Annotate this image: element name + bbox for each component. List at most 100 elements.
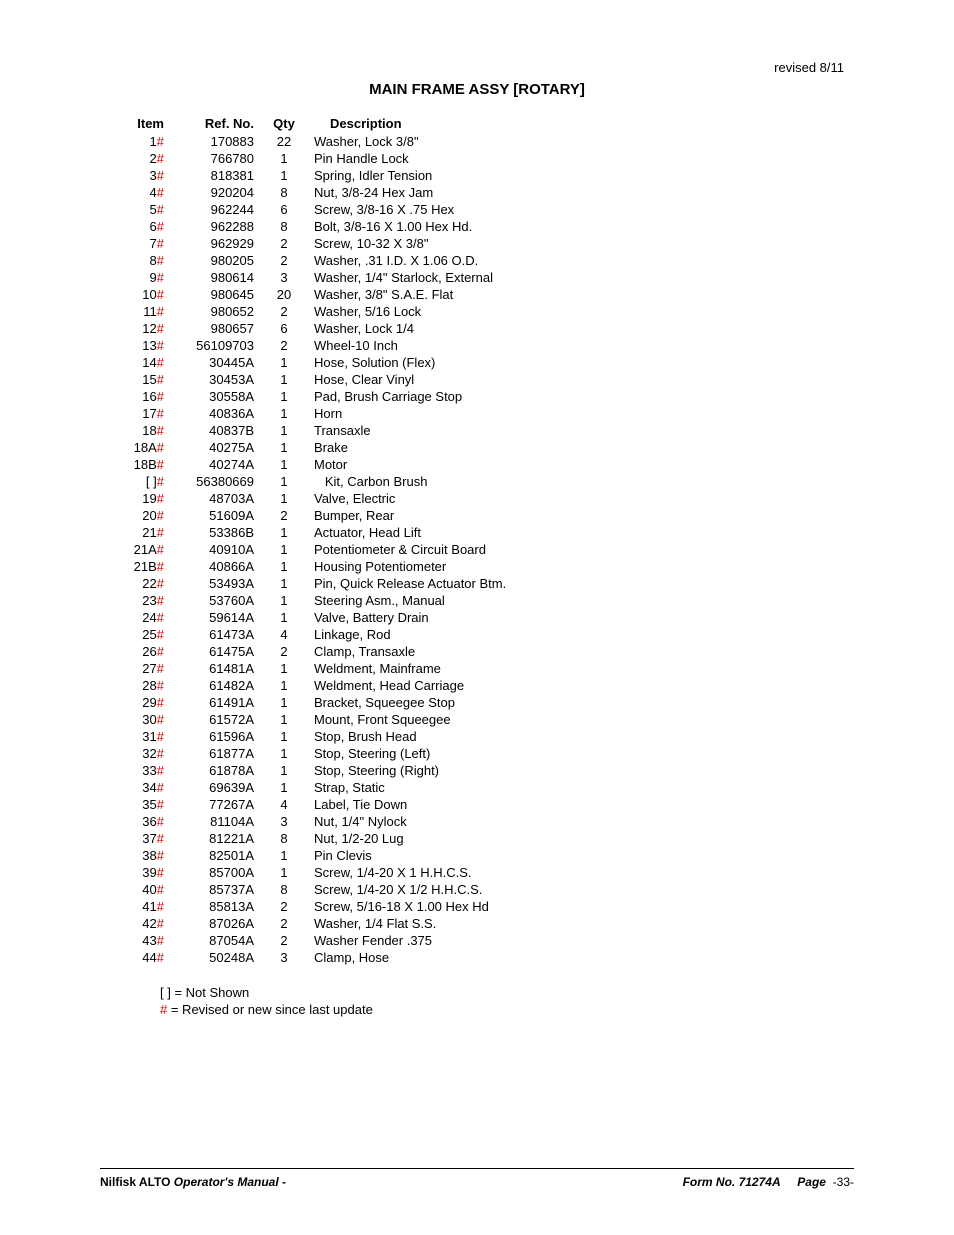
table-row: 21B#40866A1Housing Potentiometer [110,558,512,575]
cell-desc: Motor [308,456,512,473]
table-row: 13#561097032Wheel-10 Inch [110,337,512,354]
table-row: 34#69639A1Strap, Static [110,779,512,796]
table-row: 16#30558A1Pad, Brush Carriage Stop [110,388,512,405]
cell-ref: 766780 [170,150,260,167]
legend-hash: # = Revised or new since last update [160,1001,854,1018]
cell-qty: 1 [260,388,308,405]
cell-qty: 1 [260,473,308,490]
hash-icon: # [157,678,164,693]
cell-ref: 53493A [170,575,260,592]
cell-desc: Washer Fender .375 [308,932,512,949]
table-row: 21#53386B1Actuator, Head Lift [110,524,512,541]
cell-qty: 1 [260,592,308,609]
cell-desc: Nut, 3/8-24 Hex Jam [308,184,512,201]
cell-ref: 980614 [170,269,260,286]
hash-icon: # [157,219,164,234]
cell-qty: 6 [260,201,308,218]
cell-ref: 170883 [170,133,260,150]
footer-right: Form No. 71274A Page -33- [683,1175,854,1189]
cell-item: 19# [110,490,170,507]
cell-desc: Bolt, 3/8-16 X 1.00 Hex Hd. [308,218,512,235]
cell-ref: 82501A [170,847,260,864]
table-row: 9#9806143Washer, 1/4" Starlock, External [110,269,512,286]
cell-desc: Label, Tie Down [308,796,512,813]
table-row: 2#7667801Pin Handle Lock [110,150,512,167]
cell-ref: 980205 [170,252,260,269]
cell-qty: 8 [260,830,308,847]
cell-item: 39# [110,864,170,881]
hash-icon: # [157,831,164,846]
hash-icon: # [157,848,164,863]
cell-item: 2# [110,150,170,167]
cell-desc: Screw, 1/4-20 X 1 H.H.C.S. [308,864,512,881]
cell-ref: 980645 [170,286,260,303]
cell-qty: 1 [260,490,308,507]
footer-manual: Operator's Manual - [170,1175,286,1189]
cell-desc: Washer, 1/4" Starlock, External [308,269,512,286]
hash-icon: # [157,882,164,897]
table-row: 41#85813A2Screw, 5/16-18 X 1.00 Hex Hd [110,898,512,915]
cell-qty: 1 [260,711,308,728]
cell-ref: 40910A [170,541,260,558]
table-row: 10#98064520Washer, 3/8" S.A.E. Flat [110,286,512,303]
table-row: 24#59614A1Valve, Battery Drain [110,609,512,626]
footer-form: Form No. 71274A [683,1175,781,1189]
table-row: [ ]#563806691 Kit, Carbon Brush [110,473,512,490]
table-row: 33#61878A1Stop, Steering (Right) [110,762,512,779]
cell-ref: 30453A [170,371,260,388]
cell-ref: 77267A [170,796,260,813]
cell-item: 32# [110,745,170,762]
col-ref: Ref. No. [170,116,260,133]
cell-item: 28# [110,677,170,694]
cell-qty: 3 [260,269,308,286]
cell-ref: 40274A [170,456,260,473]
cell-item: 30# [110,711,170,728]
cell-item: [ ]# [110,473,170,490]
cell-item: 17# [110,405,170,422]
cell-item: 34# [110,779,170,796]
hash-icon: # [157,899,164,914]
cell-qty: 1 [260,864,308,881]
cell-desc: Screw, 3/8-16 X .75 Hex [308,201,512,218]
cell-qty: 1 [260,541,308,558]
cell-desc: Stop, Brush Head [308,728,512,745]
table-row: 42#87026A2Washer, 1/4 Flat S.S. [110,915,512,932]
cell-desc: Mount, Front Squeegee [308,711,512,728]
cell-desc: Steering Asm., Manual [308,592,512,609]
hash-icon: # [157,695,164,710]
cell-item: 16# [110,388,170,405]
cell-qty: 1 [260,847,308,864]
table-row: 29#61491A1Bracket, Squeegee Stop [110,694,512,711]
cell-desc: Kit, Carbon Brush [308,473,512,490]
cell-item: 1# [110,133,170,150]
hash-icon: # [157,253,164,268]
cell-qty: 2 [260,507,308,524]
cell-qty: 2 [260,235,308,252]
cell-item: 12# [110,320,170,337]
cell-qty: 2 [260,337,308,354]
cell-qty: 1 [260,762,308,779]
cell-desc: Washer, 1/4 Flat S.S. [308,915,512,932]
hash-icon: # [157,559,164,574]
footer-page-label: Page [797,1175,826,1189]
cell-item: 5# [110,201,170,218]
table-row: 18#40837B1Transaxle [110,422,512,439]
cell-ref: 85813A [170,898,260,915]
hash-icon: # [157,389,164,404]
cell-ref: 818381 [170,167,260,184]
cell-ref: 85700A [170,864,260,881]
hash-icon: # [157,457,164,472]
cell-qty: 1 [260,728,308,745]
cell-desc: Bumper, Rear [308,507,512,524]
table-row: 12#9806576Washer, Lock 1/4 [110,320,512,337]
cell-ref: 980652 [170,303,260,320]
table-row: 28#61482A1Weldment, Head Carriage [110,677,512,694]
cell-qty: 1 [260,558,308,575]
cell-desc: Nut, 1/4" Nylock [308,813,512,830]
cell-ref: 962929 [170,235,260,252]
cell-item: 44# [110,949,170,966]
hash-icon: # [157,287,164,302]
table-row: 18A#40275A1Brake [110,439,512,456]
table-header-row: Item Ref. No. Qty Description [110,116,512,133]
hash-icon: # [157,134,164,149]
